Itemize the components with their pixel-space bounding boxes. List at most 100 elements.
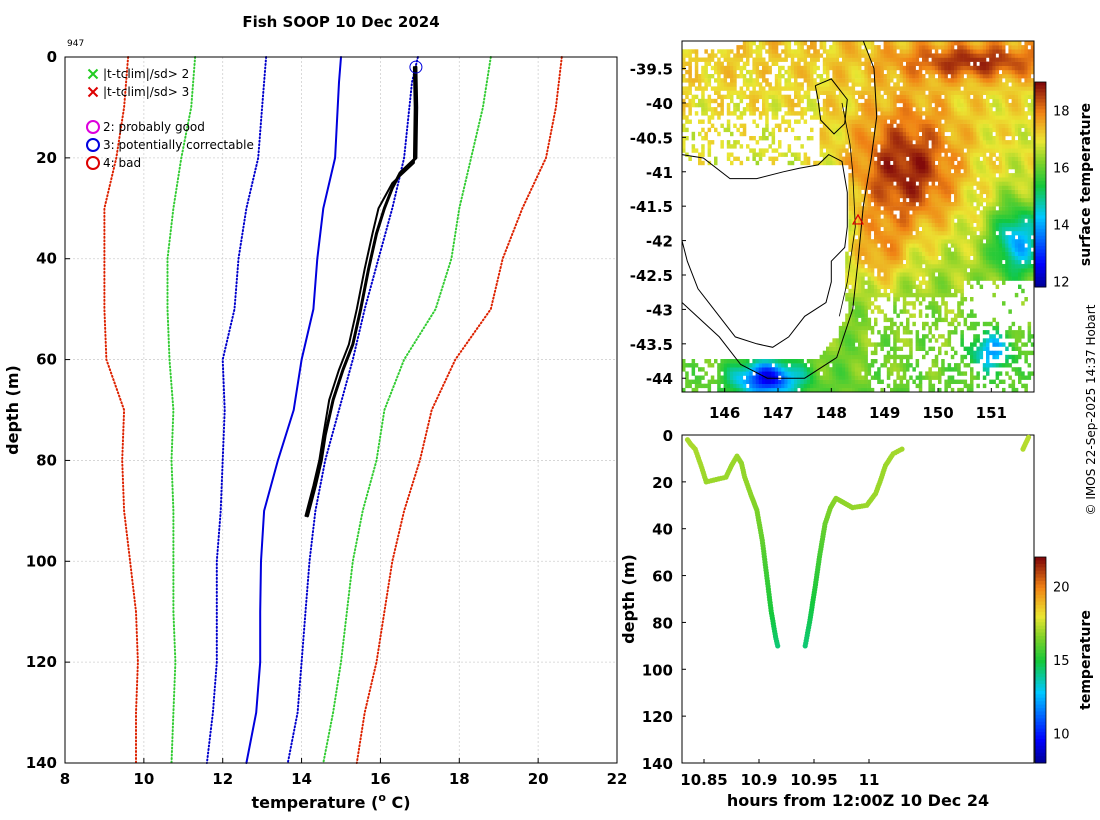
sst-pixel (688, 61, 692, 66)
sst-pixel (883, 140, 888, 145)
sst-pixel (909, 156, 913, 161)
sst-pixel (838, 82, 843, 87)
sst-pixel (986, 78, 990, 83)
sst-pixel (941, 78, 945, 83)
sst-pixel (854, 102, 859, 108)
sst-pixel (870, 268, 875, 273)
sst-pixel (762, 127, 766, 133)
sst-pixel (1005, 226, 1009, 232)
sst-pixel (925, 288, 929, 294)
sst-pixel (918, 255, 923, 261)
sst-pixel (851, 268, 856, 273)
sst-pixel (992, 259, 996, 265)
sst-pixel (979, 123, 984, 128)
sst-pixel (864, 210, 868, 215)
sst-pixel (742, 90, 747, 95)
sst-pixel (925, 202, 929, 207)
sst-pixel (890, 255, 894, 261)
sst-pixel (707, 102, 712, 108)
sst-pixel (906, 247, 910, 252)
sst-pixel (1005, 259, 1009, 265)
sst-pixel (688, 74, 692, 79)
sst-pixel (986, 268, 990, 273)
sst-pixel (726, 102, 731, 108)
sst-pixel (963, 102, 968, 108)
sst-pixel (838, 334, 843, 339)
sst-pixel (989, 107, 993, 112)
sst-pixel (682, 387, 686, 393)
sst-pixel (992, 164, 996, 170)
sst-pixel (858, 160, 862, 166)
sst-pixel (890, 259, 894, 265)
sst-pixel (682, 115, 686, 120)
sst-pixel (1005, 131, 1009, 137)
sst-pixel (682, 98, 686, 104)
sst-pixel (771, 61, 776, 66)
sst-pixel (963, 346, 968, 351)
sst-pixel (941, 131, 945, 137)
sst-pixel (730, 371, 734, 376)
sst-pixel (915, 239, 920, 244)
sst-pixel (848, 86, 852, 91)
sst-pixel (1008, 156, 1012, 161)
sst-pixel (922, 276, 926, 281)
sst-pixel (883, 102, 888, 108)
sst-pixel (989, 69, 993, 75)
sst-pixel (848, 379, 852, 384)
sst-pixel (771, 111, 776, 116)
sst-pixel (848, 131, 852, 137)
sst-pixel (947, 177, 952, 182)
sst-pixel (774, 148, 779, 153)
sst-pixel (899, 367, 904, 372)
sst-pixel (970, 313, 974, 318)
sst-pixel (970, 45, 974, 50)
sst-pixel (963, 181, 968, 186)
sst-pixel (976, 119, 980, 124)
sst-pixel (774, 111, 779, 116)
sst-pixel (976, 226, 980, 232)
sst-pixel (973, 239, 977, 244)
sst-pixel (941, 297, 945, 302)
sst-pixel (883, 181, 888, 186)
sst-pixel (867, 177, 872, 182)
sst-pixel (989, 189, 993, 195)
sst-pixel (970, 127, 974, 133)
sst-pixel (1002, 131, 1006, 137)
sst-pixel (918, 41, 923, 46)
sst-pixel (848, 325, 852, 331)
series-line-mean-3-sd (355, 56, 563, 764)
sst-pixel (826, 61, 830, 66)
sst-pixel (854, 136, 859, 141)
sst-pixel (899, 264, 904, 269)
sst-pixel (861, 231, 865, 236)
sst-pixel (893, 69, 897, 75)
sst-pixel (931, 98, 936, 104)
sst-pixel (883, 255, 888, 261)
sst-pixel (851, 53, 856, 58)
sst-pixel (845, 375, 849, 380)
sst-pixel (867, 206, 872, 211)
sst-pixel (912, 160, 916, 166)
sst-pixel (918, 259, 923, 265)
sst-pixel (989, 218, 993, 223)
sst-pixel (848, 309, 852, 314)
sst-pixel (960, 148, 964, 153)
sst-pixel (822, 65, 827, 71)
sst-pixel (771, 136, 776, 141)
sst-pixel (890, 206, 894, 211)
sst-pixel (925, 214, 929, 219)
sst-pixel (1008, 86, 1012, 91)
sst-pixel (918, 181, 923, 186)
sst-pixel (960, 82, 964, 87)
sst-pixel (976, 268, 980, 273)
sst-pixel (704, 136, 708, 141)
sst-pixel (765, 69, 769, 75)
sst-pixel (938, 292, 942, 298)
sst-pixel (954, 127, 958, 133)
sst-pixel (928, 193, 932, 199)
sst-pixel (899, 255, 904, 261)
sst-pixel (925, 86, 929, 91)
sst-pixel (922, 78, 926, 83)
sst-pixel (957, 164, 961, 170)
sst-pixel (941, 284, 945, 289)
